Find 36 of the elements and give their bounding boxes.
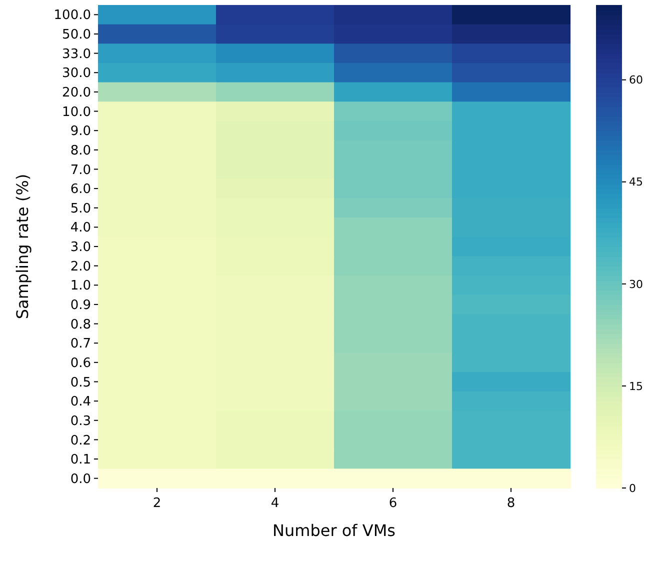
x-tick-label: 2 (152, 496, 162, 511)
y-tick-label: 0.4 (70, 394, 91, 410)
y-tick-label: 3.0 (70, 240, 91, 256)
y-tick-label: 0.2 (70, 433, 91, 448)
y-tick-label: 0.0 (70, 472, 91, 487)
y-tick-label: 0.5 (70, 375, 91, 390)
y-tick-label: 4.0 (70, 220, 91, 236)
color-bar-label: 0 (629, 482, 636, 495)
y-tick-label: 6.0 (70, 182, 91, 198)
y-tick-label: 7.0 (70, 162, 91, 178)
y-tick-label: 33.0 (62, 46, 91, 62)
x-axis-title: Number of VMs (272, 521, 396, 540)
y-tick-label: 8.0 (70, 143, 91, 158)
y-tick-label: 9.0 (70, 124, 91, 140)
x-tick-label: 4 (270, 496, 280, 511)
y-tick-label: 20.0 (62, 85, 91, 100)
y-tick-label: 30.0 (62, 66, 91, 82)
x-tick-label: 6 (388, 496, 398, 511)
y-tick-label: 100.0 (54, 8, 91, 24)
color-bar-label: 30 (629, 278, 643, 291)
color-bar-label: 45 (629, 176, 643, 189)
y-axis-title: Sampling rate (%) (13, 174, 32, 320)
y-tick-label: 0.6 (70, 356, 91, 371)
y-tick-label: 0.1 (70, 452, 91, 468)
y-tick-label: 0.3 (70, 414, 91, 429)
y-tick-label: 10.0 (62, 104, 91, 120)
y-tick-label: 0.9 (70, 298, 91, 314)
y-tick-label: 50.0 (62, 28, 91, 43)
x-tick-label: 8 (506, 496, 516, 511)
y-tick-label: 0.7 (70, 336, 91, 352)
color-bar-label: 15 (629, 380, 643, 393)
y-tick-label: 2.0 (70, 259, 91, 274)
y-tick-label: 1.0 (70, 278, 91, 294)
color-bar-label: 60 (629, 74, 643, 87)
y-tick-label: 5.0 (70, 201, 91, 216)
y-tick-label: 0.8 (70, 317, 91, 332)
